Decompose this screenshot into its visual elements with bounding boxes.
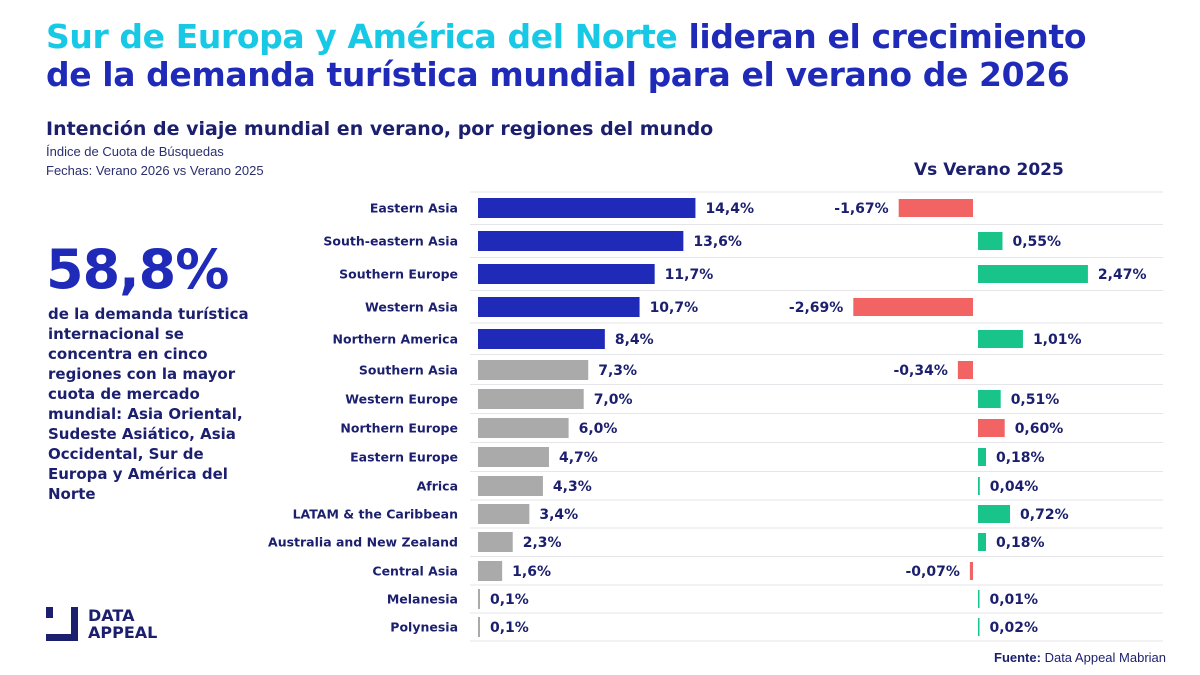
share-value-label: 4,3% (553, 479, 592, 495)
change-bar (957, 361, 973, 379)
share-value-label: 13,6% (693, 234, 742, 250)
change-bar (978, 533, 987, 551)
share-value-label: 14,4% (705, 201, 754, 217)
change-value-label: 0,04% (990, 479, 1039, 495)
change-bar (978, 477, 980, 495)
metric-note: Índice de Cuota de Búsquedas (46, 144, 224, 159)
dates-note: Fechas: Verano 2026 vs Verano 2025 (46, 163, 264, 178)
share-value-label: 0,1% (490, 592, 529, 608)
share-bar (478, 389, 584, 409)
change-bar (978, 505, 1011, 523)
headline: Sur de Europa y América del Norte lidera… (46, 18, 1186, 94)
share-bar (478, 264, 655, 284)
share-value-label: 8,4% (615, 332, 654, 348)
region-label: Southern Asia (359, 363, 458, 378)
change-value-label: 0,02% (990, 620, 1039, 636)
share-bar (478, 617, 480, 637)
logo-mark-icon (46, 607, 78, 641)
change-bar (898, 199, 973, 217)
change-value-label: 1,01% (1033, 332, 1082, 348)
share-value-label: 6,0% (579, 421, 618, 437)
share-bar (478, 329, 605, 349)
share-value-label: 11,7% (665, 267, 714, 283)
share-bar (478, 297, 640, 317)
share-bar (478, 418, 569, 438)
change-value-label: 0,01% (990, 592, 1039, 608)
change-bar (978, 590, 980, 608)
share-value-label: 3,4% (539, 507, 578, 523)
logo-text: DATA APPEAL (88, 607, 157, 641)
share-bar (478, 360, 589, 380)
region-label: South-eastern Asia (323, 234, 458, 249)
share-bar (478, 447, 549, 467)
region-label: Eastern Asia (370, 201, 458, 216)
region-label: Southern Europe (339, 267, 458, 282)
share-value-label: 0,1% (490, 620, 529, 636)
region-label: Africa (417, 479, 458, 494)
region-label: Central Asia (372, 564, 458, 579)
change-value-label: 0,60% (1015, 421, 1064, 437)
change-value-label: 2,47% (1098, 267, 1147, 283)
vs-chart-title: Vs Verano 2025 (914, 160, 1064, 180)
headline-rest: lideran el crecimiento (677, 17, 1087, 56)
change-bar (978, 330, 1023, 348)
headline-highlight: Sur de Europa y América del Norte (46, 17, 678, 56)
region-label: Melanesia (387, 592, 458, 607)
change-bar (978, 390, 1001, 408)
share-value-label: 7,0% (594, 392, 633, 408)
region-label: Northern America (333, 332, 458, 347)
change-value-label: 0,55% (1012, 234, 1061, 250)
logo-line1: DATA (88, 606, 135, 625)
change-value-label: 0,72% (1020, 507, 1069, 523)
change-value-label: 0,18% (996, 450, 1045, 466)
change-value-label: -0,07% (905, 564, 959, 580)
change-value-label: -0,34% (893, 363, 947, 379)
region-label: Australia and New Zealand (268, 535, 458, 550)
share-value-label: 10,7% (650, 300, 699, 316)
change-bar (978, 448, 987, 466)
logo-line2: APPEAL (88, 623, 158, 642)
change-value-label: 0,18% (996, 535, 1045, 551)
share-bar (478, 504, 530, 524)
share-bar (478, 561, 503, 581)
change-bar (978, 232, 1003, 250)
source-label: Fuente: (994, 650, 1041, 665)
source-note: Fuente: Data Appeal Mabrian (994, 650, 1166, 665)
source-text: Data Appeal Mabrian (1044, 650, 1166, 665)
share-value-label: 7,3% (598, 363, 637, 379)
region-label: Polynesia (390, 620, 458, 635)
region-label: LATAM & the Caribbean (293, 507, 458, 522)
share-bar (478, 532, 513, 552)
share-value-label: 2,3% (523, 535, 562, 551)
change-bar (978, 618, 980, 636)
region-label: Western Europe (345, 392, 458, 407)
change-value-label: 0,51% (1011, 392, 1060, 408)
region-label: Eastern Europe (350, 450, 458, 465)
share-bar (478, 231, 684, 251)
change-value-label: -2,69% (789, 300, 843, 316)
share-bar (478, 198, 696, 218)
share-bar (478, 589, 480, 609)
share-value-label: 4,7% (559, 450, 598, 466)
kpi-value: 58,8% (46, 238, 229, 301)
share-bar (478, 476, 543, 496)
change-bar (978, 419, 1005, 437)
chart-subtitle: Intención de viaje mundial en verano, po… (46, 118, 714, 140)
region-label: Northern Europe (340, 421, 458, 436)
change-bar (978, 265, 1088, 283)
change-bar (969, 562, 973, 580)
region-label: Western Asia (365, 300, 458, 315)
headline-line2: de la demanda turística mundial para el … (46, 55, 1070, 94)
kpi-description: de la demanda turística internacional se… (48, 305, 249, 503)
change-value-label: -1,67% (834, 201, 888, 217)
share-value-label: 1,6% (512, 564, 551, 580)
change-bar (853, 298, 973, 316)
